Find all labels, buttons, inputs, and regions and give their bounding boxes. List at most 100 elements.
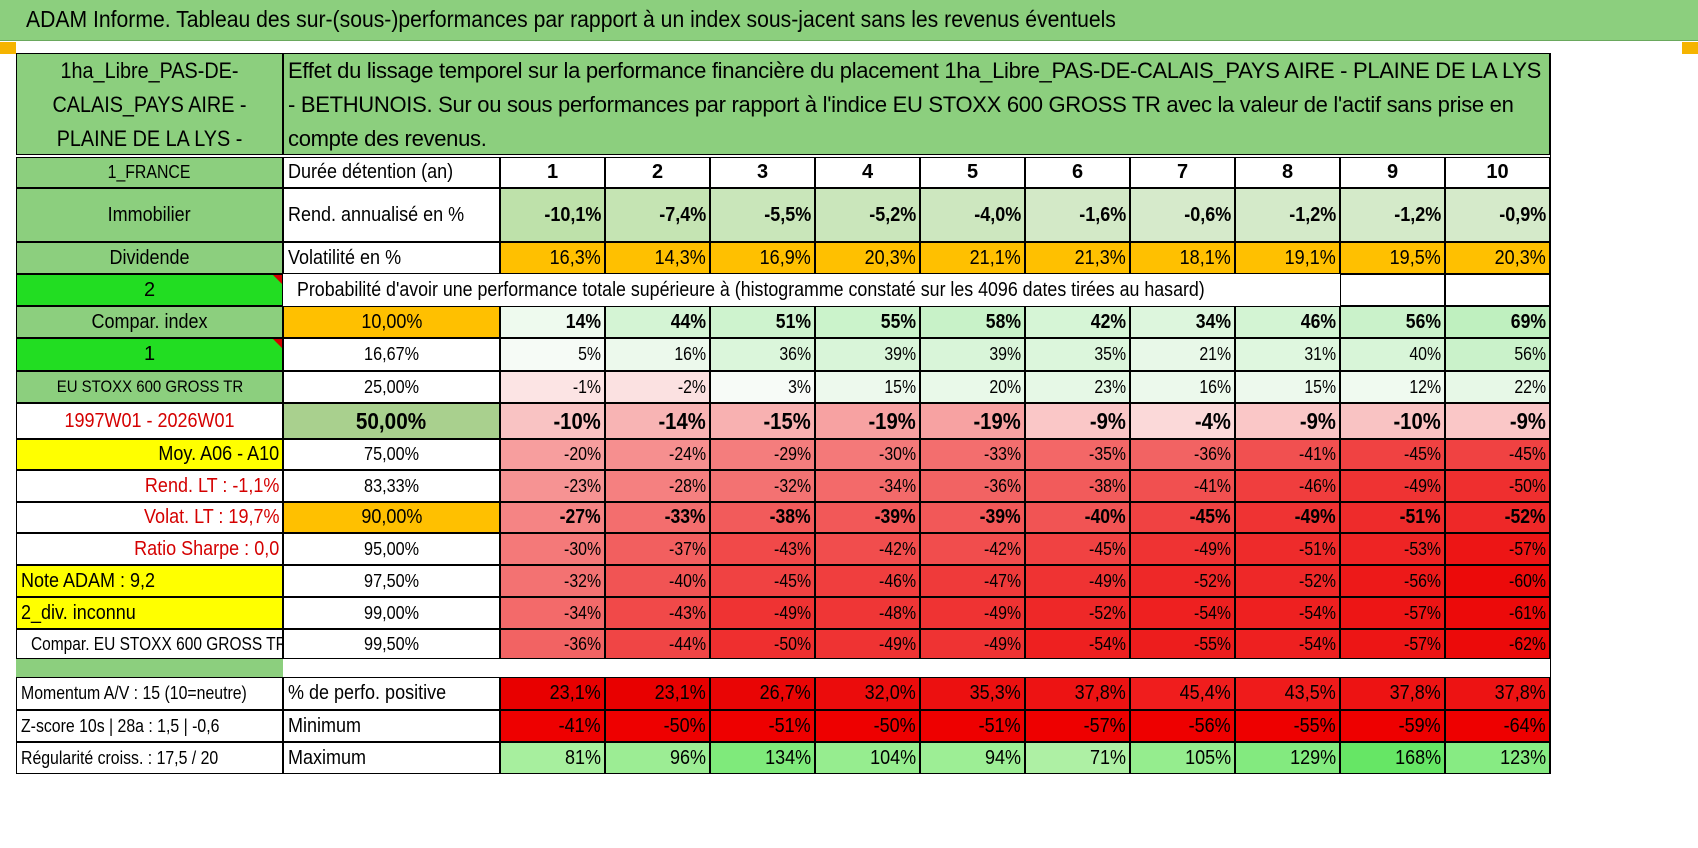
volatility-value-text: 16,3% (549, 246, 601, 269)
minimum-value: -51% (920, 710, 1025, 742)
maximum-value-text: 129% (1289, 746, 1336, 769)
positive-perf-value-text: 23,1% (549, 682, 601, 704)
minimum-value-text: -55% (1293, 714, 1336, 737)
quantile-value: -15% (710, 403, 815, 439)
quantile-value-text: -57% (1404, 633, 1441, 654)
long-term-volatility: Volat. LT : 19,7% (16, 502, 283, 533)
maximum-value-text: 134% (764, 746, 811, 769)
quantile-value-text: -54% (1194, 602, 1231, 623)
minimum-value-text: -51% (768, 714, 811, 737)
quantile-value-text: -38% (1089, 475, 1126, 496)
quantile-value-text: -60% (1509, 570, 1546, 591)
quantile-value: 14% (500, 306, 605, 338)
volatility-value-text: 16,9% (759, 246, 811, 269)
quantile-value: -44% (605, 629, 710, 659)
quantile-value-text: -43% (669, 602, 706, 623)
quantile-value: -39% (815, 502, 920, 533)
minimum-value: -41% (500, 710, 605, 742)
quantile-value-text: -54% (1299, 633, 1336, 654)
maximum-value-text: 123% (1499, 746, 1546, 769)
year-4-text: 4 (861, 161, 874, 183)
quantile-value: -32% (500, 565, 605, 597)
quantile-value: 15% (1235, 371, 1340, 403)
momentum-label: Momentum A/V : 15 (10=neutre) (16, 677, 283, 710)
dividend-status: 2_div. inconnu (16, 597, 283, 629)
quantile-value: -19% (815, 403, 920, 439)
quantile-value: -51% (1340, 502, 1445, 533)
quantile-value-text: -30% (564, 538, 601, 559)
annual-return-value: -1,2% (1340, 188, 1445, 242)
quantile-value: -40% (605, 565, 710, 597)
maximum-value: 123% (1445, 742, 1550, 774)
quantile-value-text: -14% (658, 407, 706, 434)
quantile-value: -36% (1130, 439, 1235, 470)
quantile-value-text: -49% (1294, 506, 1336, 528)
quantile-value: -19% (920, 403, 1025, 439)
compar-index-label-text: Compar. index (91, 310, 208, 333)
quantile-value: -2% (605, 371, 710, 403)
quantile-value: -62% (1445, 629, 1550, 659)
year-6-text: 6 (1071, 161, 1084, 183)
maximum-value: 71% (1025, 742, 1130, 774)
volatility-value: 14,3% (605, 242, 710, 274)
quantile-value: 36% (710, 338, 815, 371)
quantile-value: 23% (1025, 371, 1130, 403)
volatility-value: 19,5% (1340, 242, 1445, 274)
quantile-value-text: -32% (774, 475, 811, 496)
annual-return-value-text: -0,9% (1498, 203, 1546, 226)
quantile-value: -9% (1445, 403, 1550, 439)
volatility-value-text: 20,3% (864, 246, 916, 269)
quantile-value: -60% (1445, 565, 1550, 597)
quantile-value-text: -55% (1194, 633, 1231, 654)
maximum-value: 94% (920, 742, 1025, 774)
positive-perf-label: % de perfo. positive (283, 677, 500, 710)
quantile-level-text: 95,00% (364, 538, 419, 559)
quantile-value-text: -20% (564, 444, 601, 464)
quantile-value: -43% (605, 597, 710, 629)
maximum-value-text: 168% (1394, 746, 1441, 769)
minimum-value-text: -59% (1398, 714, 1441, 737)
selector-two-text: 2 (143, 278, 156, 301)
year-8-text: 8 (1281, 161, 1294, 183)
quantile-value: -45% (710, 565, 815, 597)
quantile-value: -30% (500, 533, 605, 565)
quantile-value: -57% (1340, 597, 1445, 629)
annual-return-value-text: -10,1% (543, 203, 601, 226)
positive-perf-value-text: 32,0% (864, 682, 916, 704)
quantile-value: -45% (1340, 439, 1445, 470)
quantile-value: 56% (1445, 338, 1550, 371)
holding-duration-label: Durée détention (an) (283, 157, 500, 188)
minimum-value-text: -57% (1083, 714, 1126, 737)
quantile-level-text: 25,00% (364, 376, 419, 397)
quantile-value: 51% (710, 306, 815, 338)
quantile-value-text: -32% (564, 570, 601, 591)
maximum-value-text: 94% (984, 746, 1021, 769)
annual-return-value: -1,6% (1025, 188, 1130, 242)
holding-duration-label-text: Durée détention (an) (288, 161, 454, 183)
average-label: Moy. A06 - A10 (16, 439, 283, 470)
quantile-value-text: -57% (1509, 538, 1546, 559)
year-1: 1 (500, 157, 605, 188)
volatility-value-text: 21,3% (1074, 246, 1126, 269)
annual-return-value-text: -1,6% (1078, 203, 1126, 226)
annual-return-value-text: -1,2% (1393, 203, 1441, 226)
quantile-value-text: -44% (669, 633, 706, 654)
quantile-value: -38% (1025, 470, 1130, 502)
quantile-value: -50% (1445, 470, 1550, 502)
minimum-value: -50% (815, 710, 920, 742)
volatility-value-text: 19,5% (1389, 246, 1441, 269)
volatility-value: 21,1% (920, 242, 1025, 274)
quantile-value-text: 23% (1094, 376, 1126, 397)
sharpe-ratio: Ratio Sharpe : 0,0 (16, 533, 283, 565)
quantile-level-text: 16,67% (364, 344, 419, 364)
quantile-value-text: -4% (1195, 407, 1231, 434)
minimum-value: -64% (1445, 710, 1550, 742)
annual-return-value: -10,1% (500, 188, 605, 242)
quantile-value-text: -49% (984, 602, 1021, 623)
quantile-value: 21% (1130, 338, 1235, 371)
quantile-value: -46% (815, 565, 920, 597)
quantile-value: -20% (500, 439, 605, 470)
minimum-label: Minimum (283, 710, 500, 742)
quantile-value-text: -15% (763, 407, 811, 434)
quantile-value: -45% (1130, 502, 1235, 533)
